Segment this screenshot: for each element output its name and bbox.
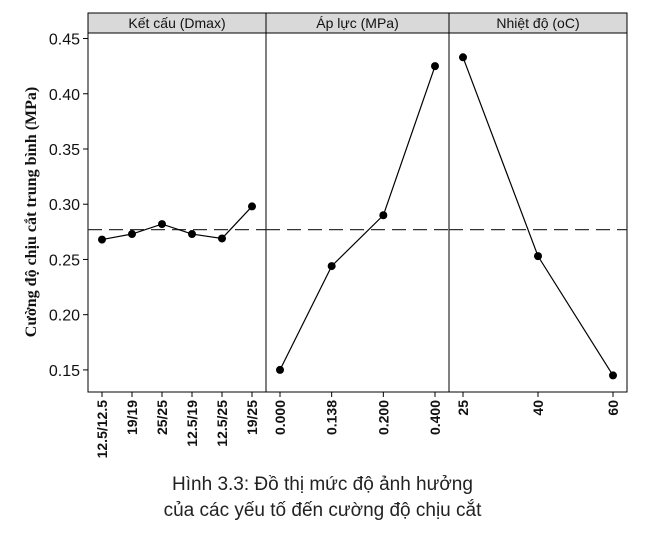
- x-tick-label: 0.400: [427, 400, 443, 435]
- panel-2: Áp lực (MPa) 0.000 0.138 0.200 0.400: [265, 12, 450, 435]
- series-line: [279, 65, 436, 371]
- data-point: [459, 53, 467, 62]
- data-point: [218, 234, 226, 243]
- y-tick-label: 0.25: [49, 252, 80, 269]
- y-tick-label: 0.40: [49, 87, 80, 104]
- x-tick-label: 40: [530, 400, 546, 416]
- x-tick-label: 25/25: [154, 400, 170, 435]
- data-point: [609, 371, 617, 380]
- panel-title: Áp lực (MPa): [316, 15, 399, 31]
- x-tick-label: 0.000: [272, 400, 288, 435]
- figure-caption-line-2: của các yếu tố đến cường độ chịu cắt: [163, 500, 482, 521]
- x-tick-label: 12.5/19: [184, 400, 200, 447]
- y-tick-label: 0.30: [49, 197, 80, 214]
- x-tick-label: 25: [455, 400, 471, 416]
- figure-caption-line-1: Hình 3.3: Đồ thị mức độ ảnh hưởng: [172, 474, 473, 495]
- data-point: [158, 220, 166, 229]
- panel-frame: [265, 32, 450, 393]
- data-point: [128, 230, 136, 239]
- data-point: [248, 202, 256, 211]
- panel-title: Nhiệt độ (oC): [496, 15, 579, 31]
- data-point: [98, 235, 106, 244]
- y-tick-label: 0.35: [49, 142, 80, 159]
- data-point: [379, 211, 388, 220]
- panel-frame: [448, 32, 628, 393]
- data-point: [534, 252, 542, 261]
- panel-frame: [87, 32, 267, 393]
- panel-1: Kết cấu (Dmax) 12.5/12.5 19/19 25/25 12.5/19…: [87, 12, 267, 459]
- data-point: [188, 230, 196, 239]
- data-point: [327, 262, 336, 271]
- panel-3: Nhiệt độ (oC) 25 40 60: [448, 12, 628, 416]
- x-tick-label: 12.5/12.5: [94, 400, 110, 459]
- x-tick-label: 60: [605, 400, 621, 416]
- panel-title: Kết cấu (Dmax): [128, 15, 225, 31]
- x-tick-label: 0.138: [324, 400, 340, 435]
- y-axis: 0.15 0.20 0.25 0.30 0.35 0.40 0.45: [49, 32, 88, 380]
- series-line: [101, 206, 253, 241]
- y-tick-label: 0.20: [49, 308, 80, 325]
- y-tick-label: 0.15: [49, 363, 80, 380]
- y-tick-label: 0.45: [49, 32, 80, 49]
- x-tick-label: 19/25: [244, 400, 260, 435]
- data-point: [431, 62, 439, 71]
- chart-panels: Kết cấu (Dmax) 12.5/12.5 19/19 25/25 12.5/19…: [87, 12, 628, 459]
- series-line: [462, 57, 614, 376]
- y-axis-label: Cường độ chịu cắt trung bình (MPa): [23, 87, 40, 337]
- x-tick-label: 0.200: [375, 400, 391, 435]
- x-tick-label: 12.5/25: [214, 400, 230, 447]
- x-tick-label: 19/19: [124, 400, 140, 435]
- data-point: [276, 365, 284, 374]
